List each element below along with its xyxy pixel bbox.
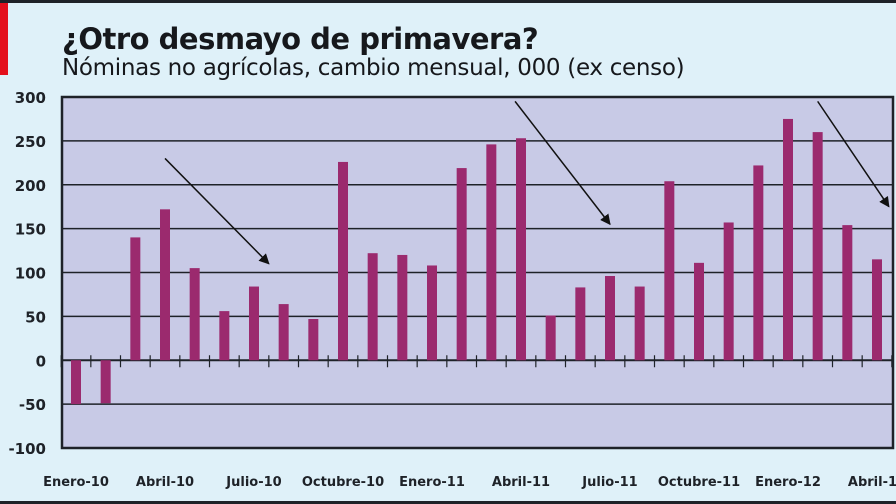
- bar-Ago-11: [634, 286, 645, 361]
- y-tick-label: -50: [19, 396, 46, 414]
- trend-arrow: [514, 100, 611, 226]
- x-tick-label: Abril-10: [136, 475, 194, 490]
- bar-Sep-10: [308, 319, 319, 361]
- chart-subtitle: Nóminas no agrícolas, cambio mensual, 00…: [62, 55, 685, 81]
- y-tick-label: 100: [15, 265, 46, 283]
- y-tick-label: 200: [15, 177, 46, 195]
- x-tick-label: Octubre-11: [658, 475, 740, 490]
- bar-May-10: [189, 268, 200, 361]
- bar-May-11: [545, 315, 556, 361]
- bar-Enero-11: [427, 265, 437, 361]
- trend-arrow: [164, 157, 270, 265]
- bar-Abril-12: [872, 259, 882, 361]
- bar-Enero-12: [783, 118, 793, 361]
- y-tick-label: 150: [15, 221, 46, 239]
- x-tick-label: Abril-12: [848, 475, 896, 490]
- x-tick-label: Julio-11: [581, 475, 637, 490]
- plot-border: [60, 95, 895, 450]
- top-rule: [0, 0, 896, 3]
- bar-Abril-10: [160, 209, 170, 361]
- bar-Ago-10: [278, 304, 289, 361]
- bar-Jun-11: [575, 287, 586, 361]
- bottom-rule: [0, 501, 896, 504]
- bar-Feb-11: [456, 168, 467, 361]
- bar-Octubre-11: [694, 262, 704, 361]
- y-tick-label: 0: [36, 352, 46, 370]
- bar-Feb-10: [100, 360, 111, 404]
- chart-title: ¿Otro desmayo de primavera?: [62, 22, 539, 56]
- x-tick-label: Enero-10: [43, 475, 109, 490]
- bar-Julio-10: [249, 286, 259, 361]
- trend-arrow: [817, 100, 890, 208]
- bar-Mar-10: [130, 237, 141, 361]
- bar-Nov-10: [367, 253, 378, 361]
- bar-Mar-11: [486, 144, 497, 361]
- bar-Dic-10: [397, 254, 408, 361]
- x-tick-label: Julio-10: [225, 475, 281, 490]
- x-tick-label: Enero-12: [755, 475, 821, 490]
- x-tick-label: Octubre-10: [302, 475, 384, 490]
- bar-Sep-11: [664, 181, 675, 361]
- y-tick-label: -100: [8, 440, 46, 458]
- red-accent-bar: [0, 3, 8, 75]
- y-tick-label: 50: [25, 308, 46, 326]
- x-tick-label: Abril-11: [492, 475, 550, 490]
- bar-Enero-10: [71, 360, 81, 405]
- x-tick-label: Enero-11: [399, 475, 465, 490]
- bar-Octubre-10: [338, 161, 348, 361]
- y-tick-label: 300: [15, 89, 46, 107]
- bar-Dic-11: [753, 165, 764, 361]
- y-tick-label: 250: [15, 133, 46, 151]
- bar-Feb-12: [812, 132, 823, 361]
- bar-Nov-11: [723, 222, 734, 361]
- bar-Jun-10: [219, 311, 230, 361]
- bar-Mar-12: [842, 225, 853, 361]
- bar-Abril-11: [516, 138, 526, 361]
- bar-Julio-11: [605, 276, 615, 361]
